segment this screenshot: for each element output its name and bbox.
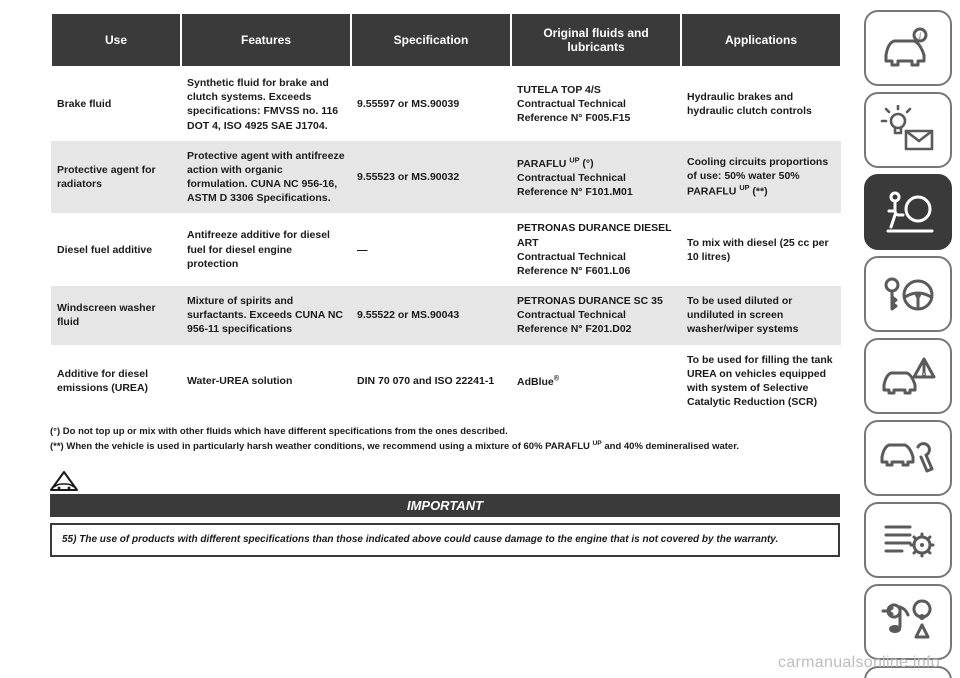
- footnote-a: (°) Do not top up or mix with other flui…: [50, 425, 840, 438]
- cell-features: Mixture of spirits and surfactants. Exce…: [181, 286, 351, 345]
- cell-original: PETRONAS DURANCE SC 35Contractual Techni…: [511, 286, 681, 345]
- settings-list-icon[interactable]: [864, 502, 952, 578]
- th-spec: Specification: [351, 13, 511, 67]
- cell-features: Synthetic fluid for brake and clutch sys…: [181, 67, 351, 141]
- watermark: carmanualsonline.info: [778, 654, 940, 672]
- key-steering-icon[interactable]: [864, 256, 952, 332]
- table-row: Windscreen washer fluid Mixture of spiri…: [51, 286, 841, 345]
- cell-spec: —: [351, 213, 511, 286]
- cell-app: Hydraulic brakes and hydraulic clutch co…: [681, 67, 841, 141]
- cell-spec: 9.55523 or MS.90032: [351, 141, 511, 214]
- cell-spec: DIN 70 070 and ISO 22241-1: [351, 345, 511, 418]
- wrench-car-icon[interactable]: [864, 420, 952, 496]
- airbag-icon[interactable]: [864, 174, 952, 250]
- content-area: Use Features Specification Original flui…: [50, 12, 840, 557]
- th-original: Original fluids and lubricants: [511, 13, 681, 67]
- footnote-b: (**) When the vehicle is used in particu…: [50, 439, 840, 453]
- table-row: Additive for diesel emissions (UREA) Wat…: [51, 345, 841, 418]
- cell-use: Diesel fuel additive: [51, 213, 181, 286]
- fluids-table: Use Features Specification Original flui…: [50, 12, 842, 417]
- cell-use: Brake fluid: [51, 67, 181, 141]
- th-features: Features: [181, 13, 351, 67]
- section-rail: i: [864, 10, 948, 678]
- cell-use: Protective agent for radiators: [51, 141, 181, 214]
- table-row: Diesel fuel additive Antifreeze additive…: [51, 213, 841, 286]
- warning-triangle-icon: [50, 471, 78, 491]
- cell-use: Windscreen washer fluid: [51, 286, 181, 345]
- table-row: Protective agent for radiators Protectiv…: [51, 141, 841, 214]
- car-info-icon[interactable]: i: [864, 10, 952, 86]
- cell-app: To mix with diesel (25 cc per 10 litres): [681, 213, 841, 286]
- cell-spec: 9.55522 or MS.90043: [351, 286, 511, 345]
- important-title: IMPORTANT: [50, 494, 840, 517]
- cell-original: TUTELA TOP 4/SContractual Technical Refe…: [511, 67, 681, 141]
- table-row: Brake fluid Synthetic fluid for brake an…: [51, 67, 841, 141]
- cell-app: To be used diluted or undiluted in scree…: [681, 286, 841, 345]
- message-icon[interactable]: [864, 92, 952, 168]
- cell-original: AdBlue®: [511, 345, 681, 418]
- cell-spec: 9.55597 or MS.90039: [351, 67, 511, 141]
- cell-original: PETRONAS DURANCE DIESEL ARTContractual T…: [511, 213, 681, 286]
- th-applications: Applications: [681, 13, 841, 67]
- important-section: IMPORTANT 55) The use of products with d…: [50, 471, 840, 557]
- cell-original: PARAFLU UP (°)Contractual Technical Refe…: [511, 141, 681, 214]
- media-nav-icon[interactable]: [864, 584, 952, 660]
- cell-features: Protective agent with antifreeze action …: [181, 141, 351, 214]
- cell-app: Cooling circuits proportions of use: 50%…: [681, 141, 841, 214]
- cell-features: Antifreeze additive for diesel fuel for …: [181, 213, 351, 286]
- cell-app: To be used for filling the tank UREA on …: [681, 345, 841, 418]
- warning-car-icon[interactable]: [864, 338, 952, 414]
- important-body: 55) The use of products with different s…: [50, 523, 840, 557]
- cell-features: Water-UREA solution: [181, 345, 351, 418]
- cell-use: Additive for diesel emissions (UREA): [51, 345, 181, 418]
- th-use: Use: [51, 13, 181, 67]
- footnotes: (°) Do not top up or mix with other flui…: [50, 425, 840, 453]
- page: Use Features Specification Original flui…: [0, 0, 960, 678]
- table-header-row: Use Features Specification Original flui…: [51, 13, 841, 67]
